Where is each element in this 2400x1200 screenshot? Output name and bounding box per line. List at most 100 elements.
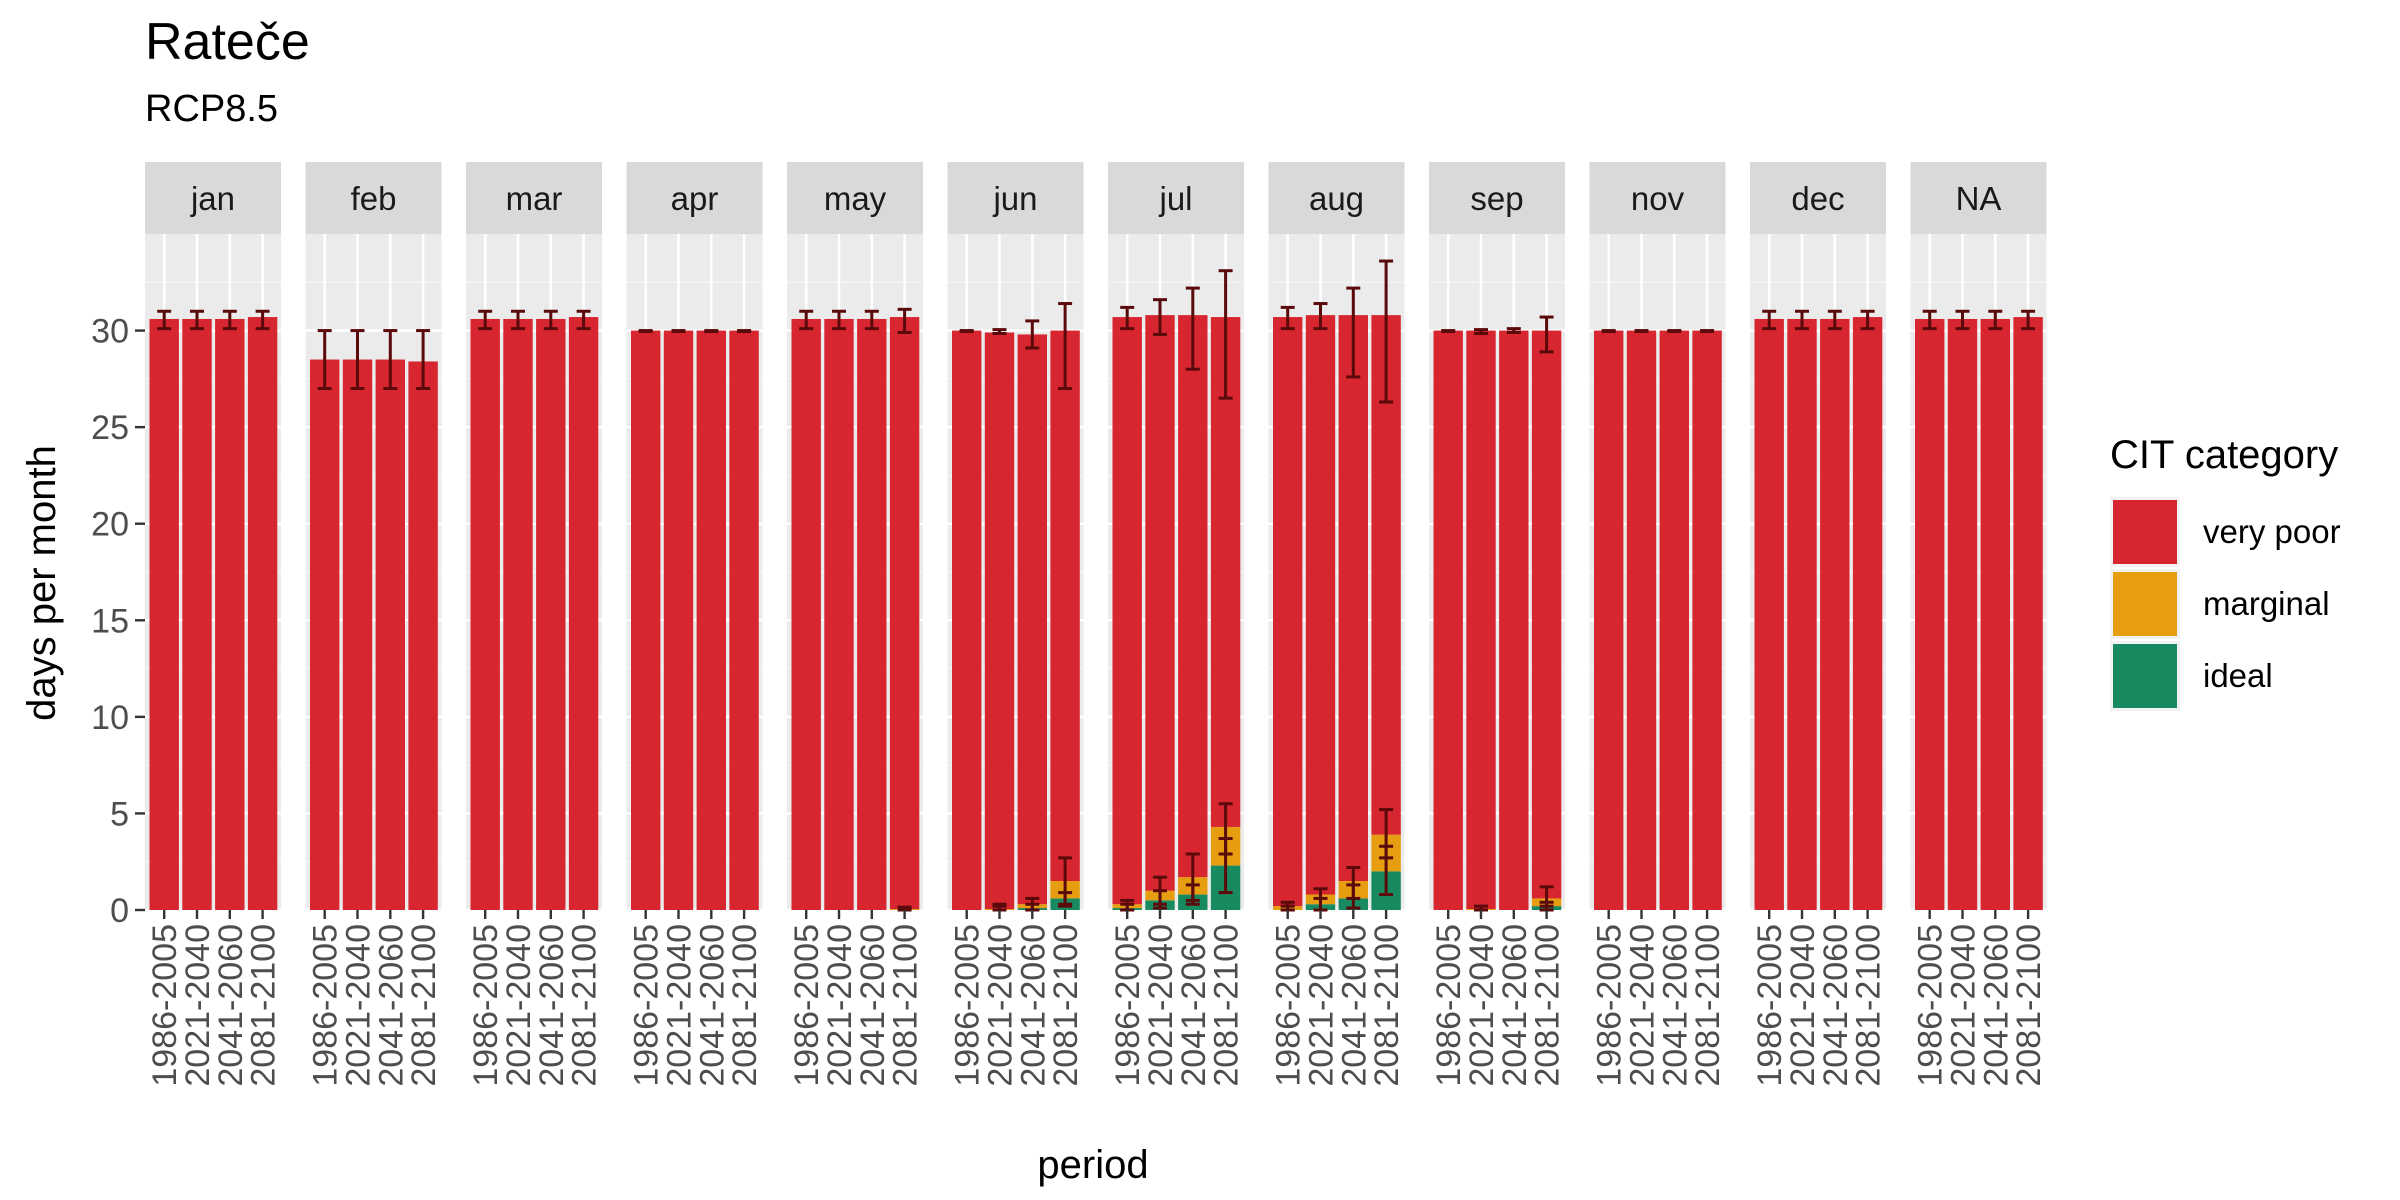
bar-segment-very-poor xyxy=(1692,330,1722,911)
bar-segment-very-poor xyxy=(1178,315,1208,878)
bar-segment-very-poor xyxy=(247,317,278,911)
error-bar-total xyxy=(799,309,814,331)
error-bar-total xyxy=(1280,305,1295,331)
x-tick-label: 1986-2005 xyxy=(1109,924,1147,1087)
legend-item-very-poor: very poor xyxy=(2110,497,2341,567)
y-axis-title: days per month xyxy=(20,445,64,721)
x-tick-label: 2081-2100 xyxy=(566,924,604,1087)
error-bar-total xyxy=(1506,327,1521,335)
facet-strip-label: aug xyxy=(1309,180,1364,217)
bar-segment-very-poor xyxy=(1305,315,1336,895)
bar-segment-very-poor xyxy=(1980,318,2010,910)
error-bar-marginal xyxy=(1218,802,1233,856)
bar-segment-very-poor xyxy=(182,318,212,910)
error-bar-total xyxy=(416,329,431,391)
facet-strip xyxy=(947,162,1084,234)
bar-segment-very-poor xyxy=(1210,317,1241,827)
x-tick-label: 2021-2040 xyxy=(340,924,378,1087)
legend-swatch xyxy=(2113,644,2177,708)
x-tick-label: 2081-2100 xyxy=(2010,924,2048,1087)
facet-strip xyxy=(145,162,281,234)
bar-segment-very-poor xyxy=(342,359,373,910)
error-bar-total xyxy=(576,309,591,331)
x-tick-label: 2021-2040 xyxy=(1624,924,1662,1087)
bar-segment-very-poor xyxy=(375,359,405,910)
x-tick-label: 2021-2040 xyxy=(1784,924,1822,1087)
bar-segment-very-poor xyxy=(503,318,533,910)
bar-segment-very-poor xyxy=(729,330,759,911)
error-bar-total xyxy=(1185,286,1200,371)
x-tick-label: 2041-2060 xyxy=(693,924,731,1087)
error-bar-total xyxy=(255,309,270,331)
bar-segment-very-poor xyxy=(1947,318,1978,910)
bar-segment-very-poor xyxy=(1017,334,1047,905)
x-tick-label: 1986-2005 xyxy=(788,924,826,1087)
x-tick-label: 2081-2100 xyxy=(726,924,764,1087)
bar-segment-very-poor xyxy=(310,359,340,910)
error-bar-total xyxy=(1025,319,1040,350)
bar-segment-very-poor xyxy=(663,330,694,911)
x-tick-label: 2021-2040 xyxy=(1303,924,1341,1087)
x-tick-label: 1986-2005 xyxy=(467,924,505,1087)
error-bar-total xyxy=(1313,302,1328,331)
y-tick-label: 20 xyxy=(91,506,129,544)
x-tick-label: 2081-2100 xyxy=(1529,924,1567,1087)
bar-segment-very-poor xyxy=(1112,317,1142,905)
error-bar-total xyxy=(864,309,879,331)
error-bar-total xyxy=(737,329,752,334)
x-tick-label: 2041-2060 xyxy=(1175,924,1213,1087)
x-tick-label: 2041-2060 xyxy=(372,924,410,1087)
y-tick-label: 25 xyxy=(91,409,129,447)
facet-strip-label: nov xyxy=(1631,180,1685,217)
error-bar-marginal xyxy=(1058,856,1073,908)
error-bar-total xyxy=(222,309,237,331)
facet-strip xyxy=(305,162,442,234)
error-bar-total xyxy=(543,309,558,331)
facet-strip xyxy=(787,162,923,234)
x-tick-label: 2081-2100 xyxy=(405,924,443,1087)
facet-strip-label: feb xyxy=(351,180,397,217)
facet-strip-label: apr xyxy=(671,180,719,217)
error-bar-total xyxy=(1955,309,1970,331)
bar-segment-very-poor xyxy=(1433,330,1463,911)
x-tick-label: 1986-2005 xyxy=(1591,924,1629,1087)
x-tick-label: 1986-2005 xyxy=(1270,924,1308,1087)
bar-segment-very-poor xyxy=(149,318,179,910)
error-bar-total xyxy=(1539,315,1554,354)
facet-strip-label: jun xyxy=(992,180,1037,217)
error-bar-total xyxy=(1860,309,1875,331)
bar-segment-very-poor xyxy=(1754,318,1784,910)
error-bar-marginal xyxy=(1153,875,1167,906)
x-tick-label: 1986-2005 xyxy=(1912,924,1950,1087)
x-tick-label: 1986-2005 xyxy=(1430,924,1468,1087)
facet-strip-label: mar xyxy=(506,180,563,217)
error-bar-total xyxy=(190,309,204,331)
error-bar-marginal xyxy=(1379,808,1394,860)
error-bar-total xyxy=(157,309,172,331)
x-tick-label: 2021-2040 xyxy=(500,924,538,1087)
error-bar-marginal xyxy=(1539,885,1554,908)
x-tick-label: 2041-2060 xyxy=(1817,924,1855,1087)
x-tick-label: 2021-2040 xyxy=(982,924,1020,1087)
x-tick-label: 2021-2040 xyxy=(821,924,859,1087)
legend-label: very poor xyxy=(2203,513,2341,550)
bar-segment-very-poor xyxy=(470,318,500,910)
facet-strip-label: jan xyxy=(190,180,235,217)
x-tick-label: 2041-2060 xyxy=(533,924,571,1087)
x-tick-label: 2081-2100 xyxy=(1208,924,1246,1087)
x-tick-label: 2021-2040 xyxy=(661,924,699,1087)
error-bar-total xyxy=(1120,305,1135,331)
x-tick-label: 2021-2040 xyxy=(1945,924,1983,1087)
error-bar-total xyxy=(383,329,398,391)
y-tick-label: 5 xyxy=(110,795,129,833)
bar-segment-very-poor xyxy=(1852,317,1883,911)
error-bar-total xyxy=(1988,309,2003,331)
error-bar-total xyxy=(511,309,525,331)
error-bar-total xyxy=(1922,309,1937,331)
